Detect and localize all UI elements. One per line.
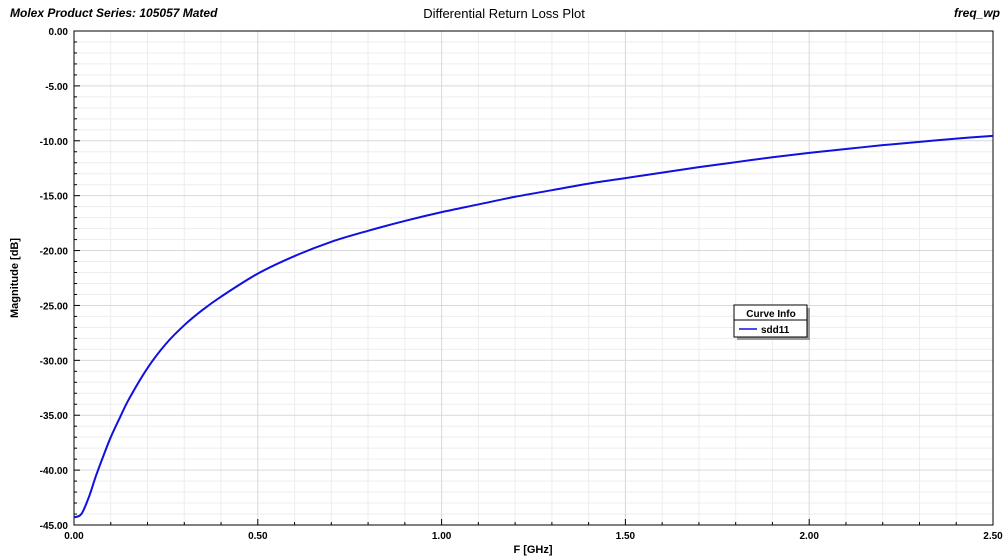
y-tick-label: -30.00 bbox=[40, 356, 69, 367]
x-tick-labels: 0.00 0.50 1.00 1.50 2.00 2.50 bbox=[64, 531, 1003, 542]
y-tick-labels: 0.00 -5.00 -10.00 -15.00 -20.00 -25.00 -30.00 -… bbox=[40, 27, 69, 532]
x-tick-label: 2.50 bbox=[983, 531, 1003, 542]
x-tick-label: 1.50 bbox=[616, 531, 636, 542]
legend-box bbox=[733, 304, 808, 338]
x-tick-label: 0.00 bbox=[64, 531, 84, 542]
series-group bbox=[73, 134, 994, 519]
y-tick-label: -10.00 bbox=[40, 137, 69, 148]
y-tick-label: -25.00 bbox=[40, 301, 69, 312]
legend-entry-sdd11: sdd11 bbox=[761, 325, 790, 336]
design-name-label: freq_wp bbox=[953, 6, 1000, 20]
y-tick-label: 0.00 bbox=[49, 27, 69, 38]
product-series-label: Molex Product Series: 105057 Mated bbox=[10, 6, 218, 20]
y-tick-label: -20.00 bbox=[40, 247, 69, 258]
x-tick-label: 2.00 bbox=[799, 531, 819, 542]
x-tick-label: 0.50 bbox=[248, 531, 268, 542]
plot-border bbox=[73, 30, 994, 526]
y-tick-label: -35.00 bbox=[40, 411, 69, 422]
x-axis-label: F [GHz] bbox=[513, 544, 552, 556]
series-line-sdd11 bbox=[73, 134, 994, 519]
chart-title: Differential Return Loss Plot bbox=[423, 6, 585, 21]
plot-area bbox=[74, 31, 993, 525]
legend[interactable]: Curve Info sdd11 bbox=[733, 304, 810, 340]
y-tick-label: -5.00 bbox=[45, 82, 68, 93]
y-tick-label: -45.00 bbox=[40, 521, 69, 532]
y-tick-label: -15.00 bbox=[40, 192, 69, 203]
y-tick-label: -40.00 bbox=[40, 466, 69, 477]
major-grid bbox=[74, 31, 993, 525]
minor-grid bbox=[74, 31, 993, 525]
legend-title: Curve Info bbox=[746, 309, 795, 320]
x-tick-label: 1.00 bbox=[432, 531, 452, 542]
y-axis-label: Magnitude [dB] bbox=[9, 238, 21, 318]
